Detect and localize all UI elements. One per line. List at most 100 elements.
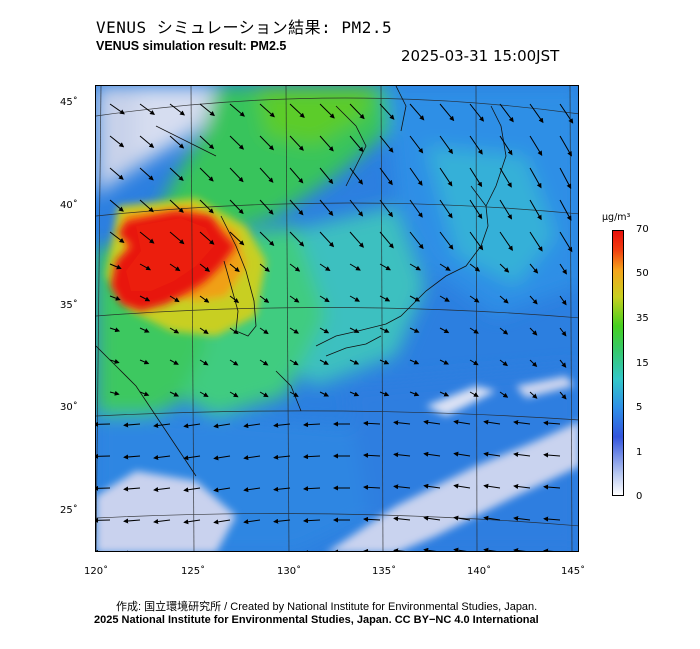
- wind-vector: [199, 263, 210, 272]
- wind-vector: [469, 135, 483, 155]
- wind-vector: [259, 199, 274, 215]
- colorbar-unit: μg/m³: [602, 212, 631, 223]
- wind-vector: [109, 327, 121, 333]
- wind-vector: [409, 103, 425, 121]
- lon-label-120: 120˚: [84, 566, 109, 577]
- lon-label-140: 140˚: [467, 566, 492, 577]
- wind-vector: [499, 231, 513, 252]
- lat-label-30: 30˚: [60, 402, 78, 413]
- colorbar-tick-0: 0: [636, 491, 643, 502]
- wind-vector: [349, 199, 364, 217]
- wind-vector: [289, 103, 305, 118]
- wind-vector: [409, 167, 423, 186]
- wind-vector: [153, 423, 171, 428]
- wind-vector: [229, 231, 245, 246]
- timestamp: 2025-03-31 15:00JST: [401, 47, 560, 65]
- wind-vector: [393, 516, 411, 522]
- wind-vector: [543, 420, 561, 426]
- wind-vector: [199, 391, 209, 397]
- wind-vector: [483, 483, 501, 489]
- wind-vector: [469, 391, 479, 397]
- wind-vector: [139, 199, 154, 213]
- wind-vector: [453, 547, 467, 551]
- wind-vector: [379, 167, 393, 186]
- wind-vector: [303, 518, 321, 524]
- wind-vector: [349, 167, 364, 185]
- wind-vector: [199, 359, 209, 366]
- wind-vector: [393, 420, 411, 426]
- wind-vector: [499, 263, 510, 273]
- wind-vector: [349, 103, 365, 120]
- wind-vector: [229, 295, 240, 304]
- wind-vector: [199, 327, 209, 334]
- wind-vector: [319, 199, 334, 216]
- wind-vector: [229, 263, 240, 273]
- wind-vector: [109, 263, 122, 270]
- wind-vector: [559, 135, 572, 157]
- wind-vector: [349, 135, 364, 153]
- wind-vector: [303, 422, 321, 428]
- wind-vector: [289, 135, 304, 151]
- wind-vector: [349, 263, 361, 271]
- wind-vector: [139, 103, 156, 115]
- wind-vector: [499, 103, 514, 123]
- wind-vector: [529, 231, 543, 252]
- wind-vector: [153, 519, 171, 524]
- wind-vector: [559, 391, 567, 400]
- wind-vector: [409, 263, 421, 271]
- wind-vector: [349, 295, 360, 302]
- wind-vector: [229, 103, 245, 117]
- wind-vector: [139, 263, 152, 271]
- wind-vector: [363, 548, 372, 551]
- wind-vector: [439, 103, 455, 122]
- wind-vector: [349, 359, 360, 365]
- wind-vector: [529, 359, 538, 367]
- wind-vector: [303, 454, 321, 460]
- wind-vector: [543, 484, 561, 490]
- wind-vector: [543, 452, 561, 458]
- wind-vector: [109, 199, 124, 212]
- wind-vector: [139, 135, 155, 148]
- lat-label-40: 40˚: [60, 200, 78, 211]
- wind-vector: [453, 483, 471, 489]
- wind-vector: [183, 519, 201, 525]
- wind-vector: [213, 423, 231, 429]
- wind-vector: [319, 167, 334, 185]
- colorbar-tick-70: 70: [636, 224, 649, 235]
- wind-vector: [319, 231, 335, 248]
- wind-vector: [543, 548, 554, 551]
- wind-vector: [169, 103, 185, 116]
- wind-vector: [543, 516, 561, 522]
- wind-vector: [139, 167, 154, 181]
- wind-vector: [469, 103, 485, 122]
- wind-vector: [289, 167, 304, 184]
- wind-vector: [469, 295, 480, 303]
- wind-vector: [229, 391, 239, 398]
- lon-label-125: 125˚: [181, 566, 206, 577]
- wind-vector: [393, 484, 411, 490]
- wind-vector: [469, 327, 479, 334]
- wind-vector: [393, 452, 411, 458]
- wind-vector: [559, 103, 574, 124]
- wind-vector: [109, 359, 120, 364]
- wind-vector: [499, 199, 513, 220]
- wind-vector: [303, 486, 321, 492]
- wind-vector: [153, 455, 171, 460]
- wind-vector: [483, 419, 501, 425]
- wind-vector: [559, 295, 567, 306]
- wind-vector: [483, 547, 497, 551]
- credit-line: 作成: 国立環境研究所 / Created by National Instit…: [116, 601, 538, 613]
- wind-vector: [499, 391, 509, 398]
- wind-vector: [409, 135, 424, 154]
- wind-vector: [379, 231, 394, 249]
- wind-vector: [559, 167, 572, 189]
- wind-vector: [529, 391, 538, 399]
- wind-vector: [363, 420, 381, 426]
- wind-vector: [229, 167, 244, 183]
- wind-vector: [319, 391, 329, 397]
- wind-vector: [409, 391, 420, 397]
- wind-vector: [109, 295, 121, 301]
- wind-vector: [529, 167, 542, 189]
- wind-vector: [423, 547, 437, 551]
- wind-vector: [469, 199, 483, 220]
